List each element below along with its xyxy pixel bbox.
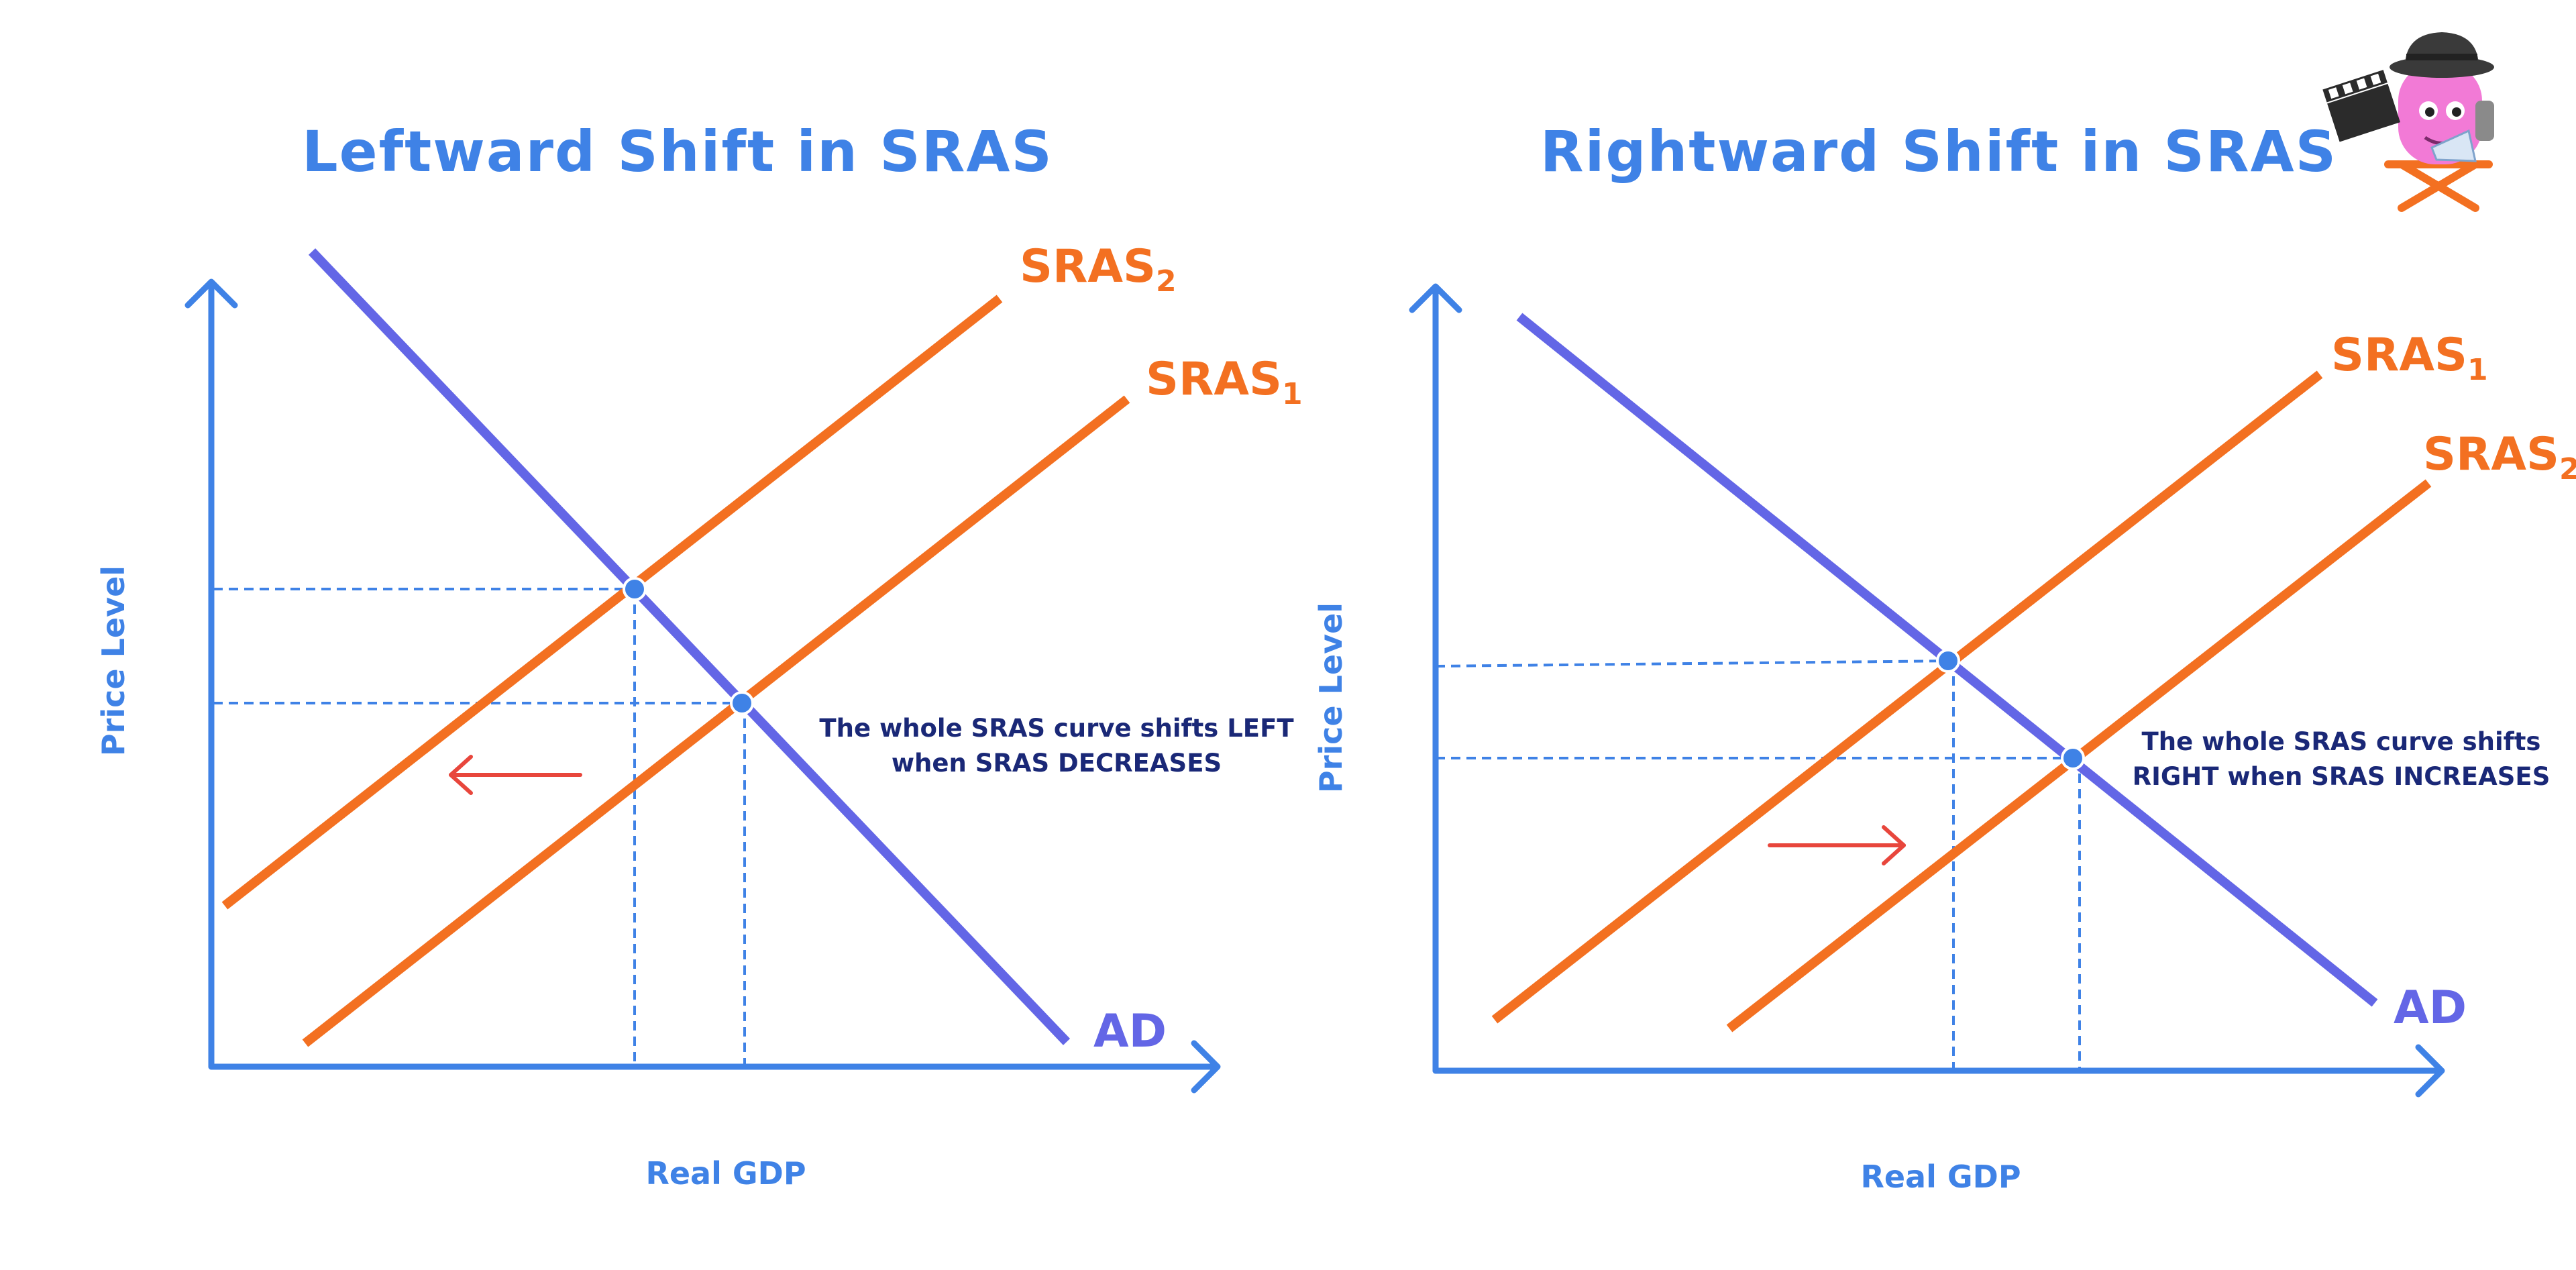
left-guides: [213, 588, 746, 1064]
left-sras-lower-label: SRAS1: [1146, 353, 1303, 411]
left-title: Leftward Shift in SRAS: [302, 119, 1053, 184]
right-ad-label: AD: [2394, 982, 2467, 1035]
right-x-axis-arrow-icon: [2415, 1044, 2445, 1098]
left-sras-upper-label: SRAS2: [1020, 240, 1177, 299]
right-y-axis-label: Price Level: [1313, 602, 1349, 793]
left-equilibrium-upper: [623, 577, 647, 601]
left-equilibrium-lower: [730, 691, 754, 715]
right-guides: [1435, 659, 2081, 1068]
left-y-axis-arrow-icon: [184, 278, 238, 309]
left-shift-arrow-icon: [449, 755, 582, 795]
left-sras-lower-curve: [302, 395, 1130, 1047]
left-ad-curve: [308, 248, 1071, 1045]
right-x-axis-label: Real GDP: [1860, 1159, 2021, 1195]
right-panel: Rightward Shift in SRAS SRAS1 S: [1313, 119, 2576, 1195]
left-sras-upper-curve: [221, 295, 1003, 910]
right-note-line1: The whole SRAS curve shifts: [2142, 727, 2541, 756]
right-sras-lower-label: SRAS2: [2423, 428, 2576, 486]
right-equilibrium-upper: [1936, 649, 1960, 673]
left-axes: [184, 278, 1221, 1094]
right-shift-arrow-icon: [1768, 825, 1906, 865]
right-sras-upper-curve: [1491, 370, 2323, 1024]
right-title: Rightward Shift in SRAS: [1540, 119, 2337, 184]
right-y-axis-arrow-icon: [1409, 283, 1462, 313]
left-y-axis-label: Price Level: [95, 566, 131, 756]
right-note-line2: RIGHT when SRAS INCREASES: [2133, 762, 2551, 791]
right-guide-price-upper: [1435, 659, 1954, 668]
right-axes: [1409, 283, 2445, 1098]
left-note-line1: The whole SRAS curve shifts LEFT: [819, 714, 1294, 743]
left-x-axis-arrow-icon: [1191, 1040, 1221, 1094]
left-panel: Leftward Shift in SRAS SRAS2 SR: [95, 119, 1303, 1192]
right-sras-upper-label: SRAS1: [2331, 329, 2488, 387]
left-note-line2: when SRAS DECREASES: [892, 749, 1222, 778]
left-x-axis-label: Real GDP: [645, 1155, 806, 1192]
director-mascot-icon: [2322, 32, 2494, 212]
right-equilibrium-lower: [2061, 746, 2085, 770]
left-ad-label: AD: [1093, 1005, 1167, 1058]
